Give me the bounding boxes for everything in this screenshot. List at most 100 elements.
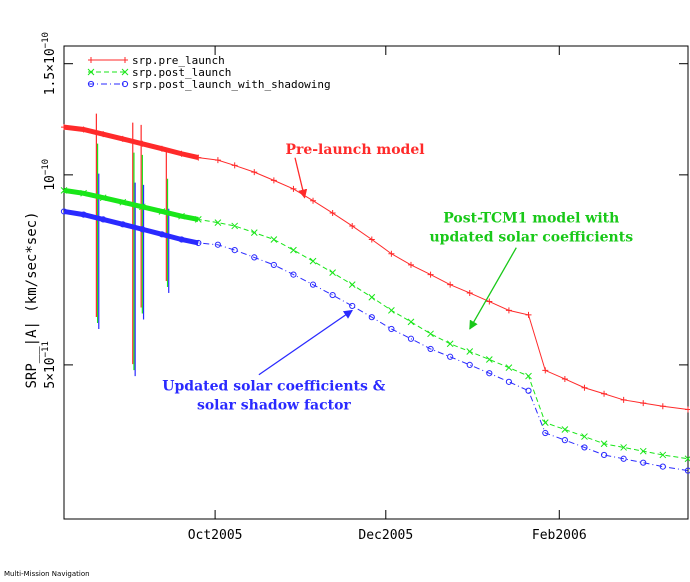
data-point (80, 189, 87, 197)
data-point (329, 269, 336, 276)
series-srp-pre-launch (61, 124, 690, 413)
data-point (525, 372, 532, 380)
series-dense-band (63, 208, 199, 246)
data-point (100, 131, 107, 138)
data-point (407, 318, 415, 326)
data-point (99, 194, 107, 202)
data-point (60, 187, 68, 194)
data-point (87, 68, 95, 76)
data-point (121, 80, 129, 88)
data-point (178, 212, 185, 220)
data-point (119, 135, 126, 142)
annotations: Pre-launch model Post-TCM1 model with upda… (162, 142, 633, 414)
data-point (447, 281, 454, 288)
data-point (348, 281, 356, 289)
data-point (427, 271, 434, 278)
footer-text: Multi-Mission Navigation (4, 570, 90, 578)
data-point (214, 219, 222, 227)
data-point (601, 390, 608, 397)
data-point (214, 157, 221, 164)
x-tick-label: Feb2006 (532, 528, 587, 543)
series-dense-band (63, 187, 199, 222)
series-srp-post-launch-with-shadowing (60, 208, 690, 474)
series-layer (60, 113, 690, 474)
x-tick-label: Oct2005 (188, 528, 243, 543)
data-point (466, 289, 473, 296)
data-point (581, 444, 588, 451)
data-point (407, 261, 414, 268)
data-point (505, 307, 512, 314)
data-point (250, 229, 258, 236)
y-axis-label: SRP__|A| (km/sec*sec) (24, 211, 40, 388)
data-point (561, 426, 569, 433)
legend-label: srp.post_launch (132, 66, 231, 79)
annotation-text: updated solar coefficients (430, 230, 634, 246)
data-point (581, 433, 588, 440)
series-line (63, 126, 689, 410)
data-point (138, 203, 146, 211)
data-point (100, 216, 107, 223)
data-point (684, 467, 690, 474)
data-point (600, 440, 608, 448)
data-point (87, 80, 95, 88)
data-point (251, 169, 258, 176)
plot-frame (63, 45, 689, 520)
annotation-text: Post-TCM1 model with (443, 211, 619, 227)
data-point (329, 291, 336, 299)
data-point (466, 348, 474, 355)
data-point (620, 444, 627, 451)
data-point (178, 150, 185, 157)
data-point (542, 429, 549, 437)
data-point (659, 463, 666, 470)
data-point (600, 451, 608, 459)
data-point (214, 241, 222, 248)
annotation-arrow (258, 309, 353, 376)
data-point (525, 311, 532, 318)
data-point (505, 378, 513, 385)
data-point (139, 226, 146, 233)
data-point (119, 221, 126, 228)
data-point (639, 447, 647, 455)
series-line (63, 210, 689, 472)
data-point (80, 211, 87, 218)
axis-ticks: Oct2005 Dec2005 Feb2006 1.5×10−10 10−10 5×10−… (41, 32, 688, 543)
data-point (388, 325, 395, 333)
data-point (178, 236, 185, 243)
data-point (158, 231, 166, 238)
data-point (61, 124, 67, 131)
data-point (290, 185, 297, 192)
data-point (525, 387, 532, 394)
annotation-arrow (469, 247, 517, 330)
data-point (195, 154, 202, 161)
data-point (659, 403, 666, 410)
data-point (290, 246, 297, 254)
data-point (270, 261, 277, 269)
data-point (349, 302, 356, 310)
data-point (309, 257, 317, 265)
data-point (139, 140, 146, 147)
data-point (231, 246, 238, 254)
data-point (158, 145, 165, 152)
data-point (270, 177, 277, 184)
annotation-arrow (294, 157, 308, 199)
data-point (640, 400, 647, 407)
annotation-text: solar shadow factor (197, 398, 351, 414)
data-point (685, 406, 690, 413)
data-point (486, 370, 493, 377)
data-point (329, 210, 336, 217)
data-point (684, 455, 690, 463)
legend-label: srp.post_launch_with_shadowing (132, 78, 331, 91)
data-point (290, 271, 297, 278)
data-point (195, 239, 202, 247)
data-point (349, 222, 356, 229)
data-point (485, 356, 493, 363)
series-srp-post-launch (60, 187, 690, 463)
y-tick-label: 5×10−11 (41, 341, 58, 389)
data-point (60, 208, 68, 215)
data-point (620, 455, 627, 462)
data-point (407, 335, 415, 342)
data-point (231, 222, 239, 230)
data-point (581, 384, 588, 391)
data-point (231, 162, 238, 169)
